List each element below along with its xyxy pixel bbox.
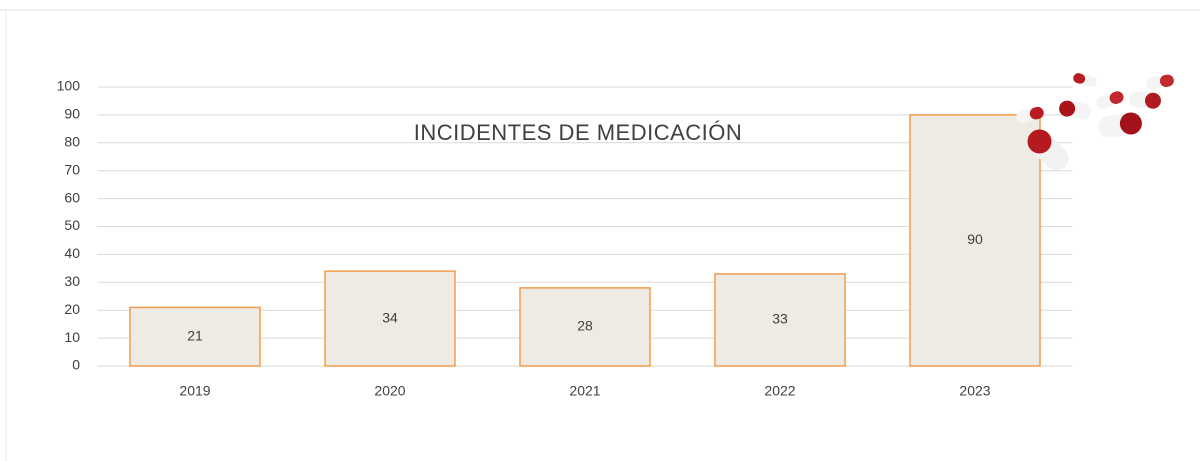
x-tick-label: 2022: [764, 383, 795, 399]
y-tick-label: 90: [64, 106, 80, 122]
x-tick-label: 2020: [374, 383, 405, 399]
data-label: 21: [187, 327, 203, 343]
data-label: 33: [772, 311, 788, 327]
y-tick-label: 50: [64, 217, 80, 233]
data-label: 34: [382, 309, 398, 325]
y-tick-label: 100: [57, 78, 81, 94]
pills-decoration: [1016, 73, 1174, 171]
y-tick-label: 40: [64, 245, 80, 261]
y-tick-label: 0: [72, 357, 80, 373]
bar: [129, 306, 261, 367]
x-tick-label: 2023: [959, 383, 990, 399]
y-tick-label: 80: [64, 134, 80, 150]
y-tick-label: 70: [64, 161, 80, 177]
data-label: 28: [577, 318, 593, 334]
y-tick-label: 30: [64, 273, 80, 289]
data-label: 90: [967, 231, 983, 247]
x-tick-label: 2021: [569, 383, 600, 399]
y-tick-label: 20: [64, 301, 80, 317]
bar: [519, 287, 651, 367]
x-tick-label: 2019: [179, 383, 210, 399]
bar: [714, 273, 846, 367]
y-tick-label: 10: [64, 329, 80, 345]
bar: [324, 270, 456, 367]
chart-title: INCIDENTES DE MEDICACIÓN: [414, 120, 743, 145]
plot-area: 0 10 20 30 40 50 60 70 80 90 100 2019 21 2020 34 2021 28…: [57, 78, 1073, 399]
bar: [909, 114, 1041, 367]
y-tick-label: 60: [64, 189, 80, 205]
